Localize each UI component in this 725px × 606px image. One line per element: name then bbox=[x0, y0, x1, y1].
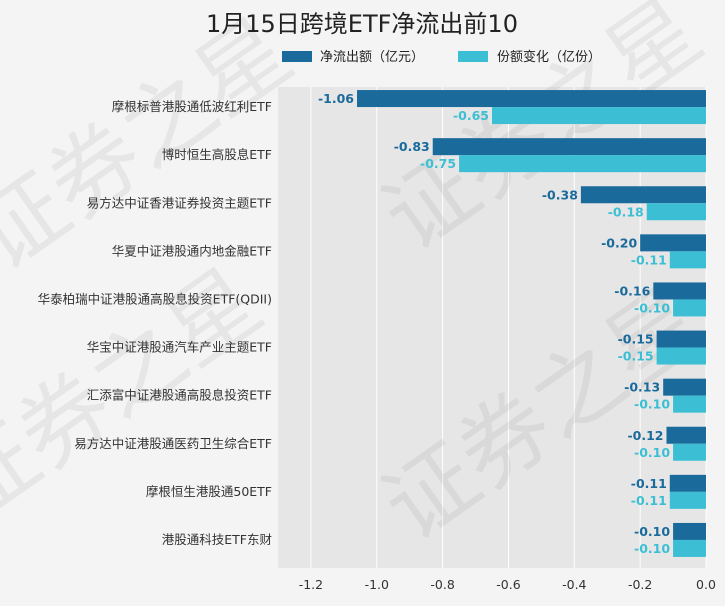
category-label: 华泰柏瑞中证港股通高股息投资ETF(QDII) bbox=[38, 291, 272, 306]
x-tick-label: -0.2 bbox=[628, 577, 652, 592]
x-tick-label: -0.6 bbox=[496, 577, 520, 592]
data-label-outflow: -0.83 bbox=[394, 139, 430, 154]
bar-outflow bbox=[656, 330, 706, 348]
data-label-share-change: -0.10 bbox=[634, 445, 670, 460]
data-label-outflow: -0.38 bbox=[542, 187, 578, 202]
category-label: 华夏中证港股通内地金融ETF bbox=[112, 243, 272, 258]
data-label-outflow: -1.06 bbox=[318, 91, 354, 106]
bar-share-change bbox=[656, 347, 706, 365]
legend-label-share-change: 份额变化（亿份） bbox=[497, 49, 601, 65]
bar-share-change bbox=[673, 299, 706, 317]
data-label-share-change: -0.11 bbox=[631, 252, 667, 267]
y-axis: 摩根标普港股通低波红利ETF 博时恒生高股息ETF 易方达中证香港证券投资主题ETF… bbox=[38, 99, 272, 547]
data-label-share-change: -0.10 bbox=[634, 397, 670, 412]
bar-share-change bbox=[673, 395, 706, 413]
bar-outflow bbox=[663, 378, 706, 396]
category-label: 摩根恒生港股通50ETF bbox=[146, 484, 272, 499]
category-label: 华宝中证港股通汽车产业主题ETF bbox=[87, 340, 272, 355]
bar-share-change bbox=[646, 203, 706, 221]
x-tick-label: -0.8 bbox=[430, 577, 454, 592]
data-label-share-change: -0.11 bbox=[631, 493, 667, 508]
category-label: 汇添富中证港股通高股息投资ETF bbox=[87, 388, 272, 403]
bar-outflow bbox=[669, 474, 706, 492]
bar-outflow bbox=[653, 282, 706, 300]
bar-share-change bbox=[669, 251, 706, 269]
data-label-outflow: -0.13 bbox=[624, 380, 660, 395]
bar-outflow bbox=[580, 186, 706, 204]
bar-share-change bbox=[673, 443, 706, 461]
data-label-outflow: -0.10 bbox=[634, 524, 670, 539]
x-tick-label: -1.0 bbox=[365, 577, 389, 592]
bar-share-change bbox=[673, 539, 706, 557]
data-labels: -1.06 -0.65 -0.83 -0.75 -0.38 -0.18 -0.20 -0.11… bbox=[318, 91, 670, 556]
data-label-outflow: -0.20 bbox=[601, 235, 637, 250]
x-tick-label: 0.0 bbox=[696, 577, 716, 592]
bar-share-change bbox=[459, 155, 706, 173]
data-label-share-change: -0.15 bbox=[618, 349, 654, 364]
data-label-outflow: -0.12 bbox=[627, 428, 663, 443]
data-label-share-change: -0.75 bbox=[420, 156, 456, 171]
bar-outflow bbox=[357, 90, 706, 108]
category-label: 博时恒生高股息ETF bbox=[162, 147, 272, 162]
bar-share-change bbox=[669, 491, 706, 509]
category-label: 易方达中证港股通医药卫生综合ETF bbox=[74, 436, 272, 451]
chart-title: 1月15日跨境ETF净流出前10 bbox=[206, 10, 518, 38]
x-tick-label: -0.4 bbox=[562, 577, 586, 592]
x-axis: -1.2 -1.0 -0.8 -0.6 -0.4 -0.2 0.0 bbox=[299, 577, 716, 592]
data-label-outflow: -0.15 bbox=[618, 332, 654, 347]
bar-outflow bbox=[640, 234, 706, 252]
legend-label-outflow: 净流出额（亿元） bbox=[320, 50, 424, 65]
bar-outflow bbox=[666, 426, 706, 444]
x-tick-label: -1.2 bbox=[299, 577, 323, 592]
data-label-share-change: -0.10 bbox=[634, 541, 670, 556]
bar-outflow bbox=[432, 138, 706, 156]
bar-share-change bbox=[492, 107, 706, 125]
legend: 净流出额（亿元） 份额变化（亿份） bbox=[282, 49, 601, 65]
data-label-share-change: -0.10 bbox=[634, 300, 670, 315]
legend-swatch-share-change bbox=[458, 51, 488, 62]
category-label: 易方达中证香港证券投资主题ETF bbox=[87, 195, 272, 210]
data-label-outflow: -0.11 bbox=[631, 476, 667, 491]
data-label-share-change: -0.18 bbox=[608, 204, 644, 219]
bar-outflow bbox=[673, 522, 706, 540]
bars bbox=[357, 90, 706, 557]
data-label-outflow: -0.16 bbox=[614, 283, 650, 298]
category-label: 港股通科技ETF东财 bbox=[162, 532, 272, 547]
category-label: 摩根标普港股通低波红利ETF bbox=[112, 99, 272, 114]
data-label-share-change: -0.65 bbox=[453, 108, 489, 123]
legend-swatch-outflow bbox=[282, 51, 312, 62]
